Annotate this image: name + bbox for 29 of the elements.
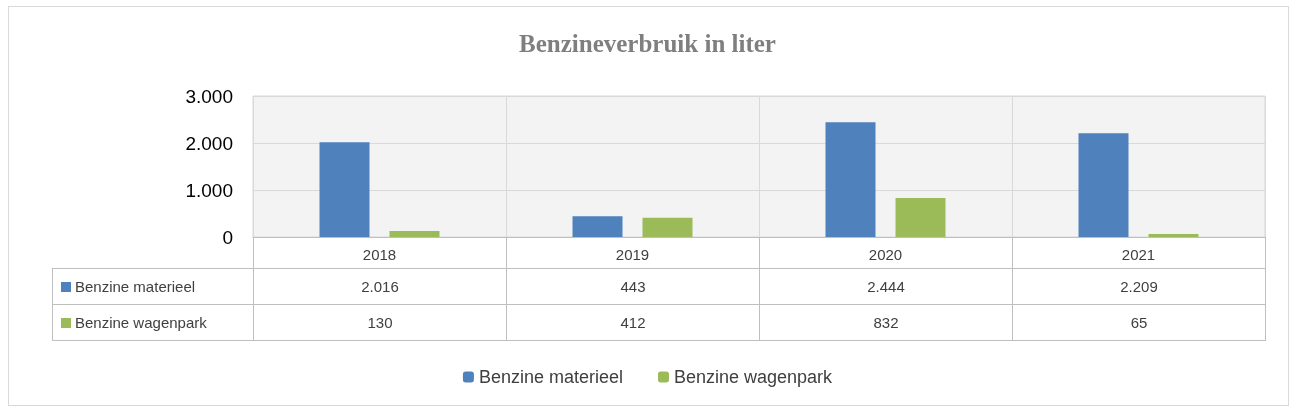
y-tick-label: 2.000 xyxy=(185,132,233,154)
y-tick-label: 1.000 xyxy=(185,179,233,201)
legend-label: Benzine wagenpark xyxy=(673,367,834,387)
data-label: 65 xyxy=(1012,304,1266,341)
bar xyxy=(572,216,623,237)
y-tick-label: 0 xyxy=(222,226,233,248)
x-tick-label: 2021 xyxy=(1121,246,1156,263)
bar xyxy=(642,217,693,237)
y-tick-label: 3.000 xyxy=(185,85,233,107)
bar xyxy=(895,197,946,237)
bar xyxy=(1078,133,1129,237)
data-label: 130 xyxy=(253,304,507,341)
text: Benzine materieel xyxy=(75,278,196,295)
x-tick-label: 2018 xyxy=(362,246,397,263)
data-label: 2.444 xyxy=(759,268,1013,305)
data-label: 2.209 xyxy=(1012,268,1266,305)
legend-label: Benzine materieel xyxy=(478,367,623,387)
data-label: 412 xyxy=(506,304,760,341)
x-tick-label: 2019 xyxy=(615,246,650,263)
chart-title: Benzineverbruik in liter xyxy=(519,30,776,57)
text: Benzine wagenpark xyxy=(75,314,207,331)
bar xyxy=(825,122,876,237)
data-label: 832 xyxy=(759,304,1013,341)
bar xyxy=(389,230,440,237)
bar xyxy=(319,142,370,237)
data-label: 443 xyxy=(506,268,760,305)
bar xyxy=(1148,233,1199,237)
x-tick-label: 2020 xyxy=(868,246,903,263)
data-label: 2.016 xyxy=(253,268,507,305)
